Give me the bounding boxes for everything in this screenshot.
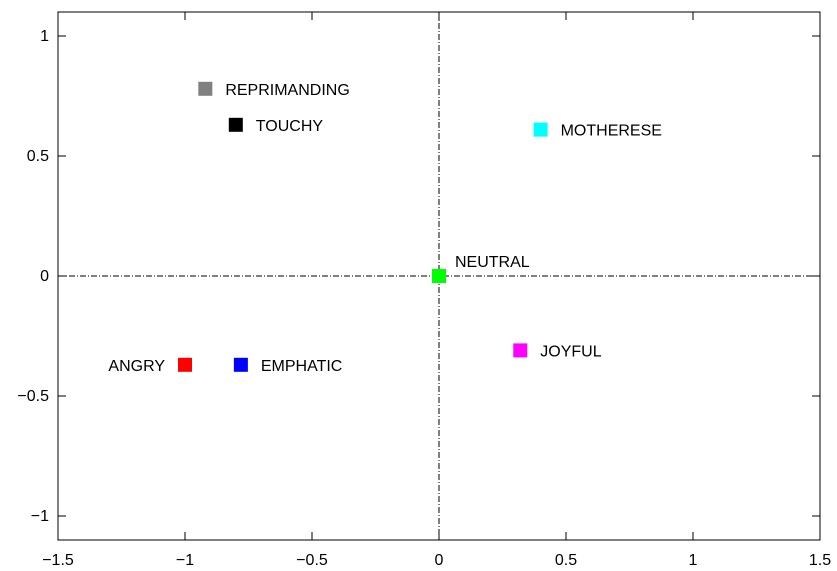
x-tick-label: 0 [435,552,444,569]
point-marker [513,343,528,358]
point-label: ANGRY [108,358,165,375]
point-label: EMPHATIC [261,358,342,375]
x-axis: −1.5 −1 −0.5 0 0.5 1 1.5 [42,12,831,569]
data-points: REPRIMANDING TOUCHY MOTHERESE NEUTRAL JOYFUL… [108,81,662,375]
y-tick-label: 1 [40,28,49,45]
x-tick-label: 1 [689,552,698,569]
point-label: NEUTRAL [455,254,530,271]
point-marker [228,117,243,132]
x-tick-label: −0.5 [296,552,328,569]
y-tick-label: 0.5 [27,148,49,165]
x-tick-label: −1.5 [42,552,74,569]
y-axis: −1 −0.5 0 0.5 1 [17,28,820,525]
point-label: JOYFUL [540,343,601,360]
x-tick-label: 0.5 [555,552,577,569]
point-label: REPRIMANDING [225,82,349,99]
x-tick-label: −1 [176,552,194,569]
y-tick-label: 0 [40,268,49,285]
point-label: TOUCHY [256,118,324,135]
point-marker [533,122,548,137]
point-marker [432,269,446,283]
point-marker [198,81,213,96]
point-label: MOTHERESE [561,123,662,140]
y-tick-label: −1 [31,508,49,525]
point-marker [233,357,248,372]
point-marker [178,357,192,372]
y-tick-label: −0.5 [17,388,49,405]
x-tick-label: 1.5 [809,552,831,569]
